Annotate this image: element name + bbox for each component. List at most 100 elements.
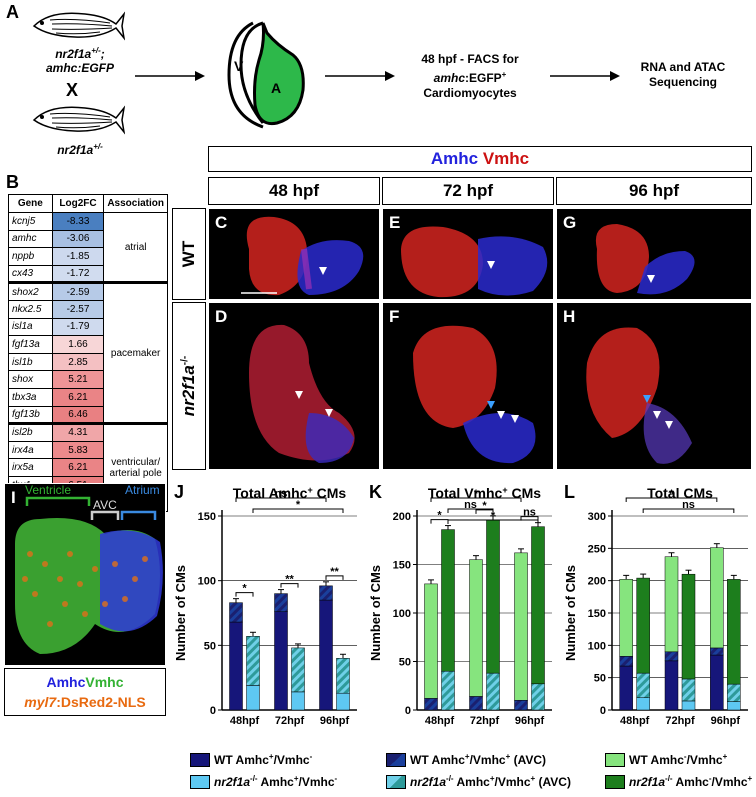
x-tick-label: 72hpf	[470, 715, 500, 727]
significance-label: *	[669, 488, 674, 500]
heart-ventricle-label: V	[234, 58, 244, 74]
gene-name: cx43	[8, 264, 53, 284]
chart-letter: L	[564, 482, 575, 502]
gene-log2fc: 5.21	[51, 370, 105, 389]
legend-label: nr2f1a-/- Amhc+/Vmhc+ (AVC)	[410, 774, 571, 790]
significance-label: *	[491, 510, 496, 522]
significance-bracket	[325, 575, 344, 580]
bar-segment-mut_vmhc_only	[486, 519, 500, 674]
significance-bracket	[447, 519, 539, 524]
bar-segment-mut_avc	[531, 683, 545, 711]
significance-label: *	[296, 499, 301, 511]
y-tick-label: 50	[204, 640, 216, 652]
panel-letter-b: B	[6, 172, 19, 192]
gene-table-container: Gene Log2FC Association kcnj5 -8.33 atrial…	[8, 194, 168, 513]
header-log2fc: Log2FC	[51, 194, 105, 213]
gene-log2fc: -1.72	[51, 264, 105, 284]
stain-header: Amhc Vmhc	[208, 146, 752, 172]
bar-segment-mut_avc	[336, 658, 350, 694]
header-gene: Gene	[8, 194, 53, 213]
significance-bracket	[430, 497, 522, 502]
y-tick-label: 50	[594, 673, 606, 685]
x-tick-label: 96hpf	[320, 715, 350, 727]
micrograph-g: G	[556, 208, 752, 300]
gene-name: shox2	[8, 281, 53, 301]
cross-symbol: X	[66, 80, 79, 100]
significance-label: *	[482, 500, 487, 512]
row-label-wt-box: WT	[172, 208, 206, 300]
significance-label: **	[330, 566, 339, 578]
significance-label: ns	[523, 507, 536, 519]
legend-swatch	[190, 774, 210, 789]
significance-label: *	[242, 583, 247, 595]
micrograph-i: I Ventricle AVC Atrium	[4, 483, 166, 666]
legend-item-mut-amhc-only: nr2f1a-/- Amhc+/Vmhc-	[190, 774, 337, 789]
significance-bracket	[625, 497, 718, 502]
gene-name: irx5a	[8, 458, 53, 477]
bar-segment-wt_amhc_only	[229, 621, 243, 711]
arrow-3-icon	[550, 71, 620, 81]
bar-segment-wt_amhc_only	[274, 611, 288, 711]
y-tick-label: 200	[393, 511, 411, 523]
micrograph-d: D	[208, 302, 380, 470]
y-tick-label: 50	[399, 657, 411, 669]
heart-image-h	[586, 327, 692, 464]
chart-j: J Total Amhc+ CMs Number of CMs 0 50 100 150 48…	[173, 482, 357, 727]
gene-name: isl1a	[8, 317, 53, 337]
significance-bracket	[235, 497, 327, 502]
bar-segment-mut_amhc_only	[727, 701, 741, 711]
gene-log2fc: -1.79	[51, 317, 105, 337]
heart-atrium-label: A	[271, 80, 282, 96]
chart-title: Total Vmhc+ CMs	[428, 485, 541, 501]
bar-segment-mut_avc	[291, 647, 305, 693]
gene-row: tbx3a 6.21	[8, 387, 168, 407]
x-tick-label: 96hpf	[711, 715, 741, 727]
stage-header-48: 48 hpf	[208, 177, 380, 205]
bar-segment-mut_vmhc_only	[441, 529, 455, 672]
significance-label: *	[437, 510, 442, 522]
bar-segment-wt_avc	[469, 696, 483, 711]
significance-bracket	[447, 508, 494, 513]
bar-segment-mut_amhc_only	[336, 692, 350, 711]
gene-name: isl1b	[8, 352, 53, 372]
gene-name: irx4a	[8, 440, 53, 460]
gene-log2fc: -3.06	[51, 229, 105, 249]
x-tick-label: 48hpf	[620, 715, 650, 727]
facs-step-text: 48 hpf - FACS for amhc:EGFP+ Cardiomyocy…	[421, 52, 519, 100]
gene-log2fc: -2.57	[51, 299, 105, 319]
gene-name: nppb	[8, 247, 53, 266]
row-label-mut: nr2f1a-/-	[179, 355, 198, 417]
stage-header-96: 96 hpf	[556, 177, 752, 205]
gene-log2fc: 1.66	[51, 335, 105, 354]
y-axis-label: Number of CMs	[563, 565, 578, 661]
panel-letter-g: G	[563, 213, 577, 232]
bar-segment-mut_amhc_only	[636, 697, 650, 711]
y-tick-label: 150	[588, 608, 606, 620]
fish-top-label: nr2f1a+/-; amhc:EGFP	[45, 46, 114, 75]
bar-segment-wt_avc	[514, 700, 528, 711]
panel-letter-c: C	[215, 213, 228, 232]
gene-row: kcnj5 -8.33 atrial	[8, 211, 168, 284]
heart-image-c	[241, 216, 364, 296]
chart-title: Total CMs	[647, 485, 713, 501]
gene-row: irx4a 5.83	[8, 440, 168, 460]
significance-bracket	[235, 592, 254, 597]
gene-row: isl2b 4.31 ventricular/arterial pole	[8, 422, 168, 513]
gene-log2fc: 4.31	[51, 422, 105, 442]
bar-segment-mut_vmhc_only	[727, 579, 741, 685]
bar-segment-mut_amhc_only	[291, 691, 305, 711]
significance-bracket	[642, 508, 735, 513]
legend-swatch	[386, 752, 406, 767]
bar-segment-mut_avc	[246, 636, 260, 686]
legend-swatch	[605, 774, 625, 789]
significance-label: ns	[275, 488, 288, 500]
legend-swatch	[386, 774, 406, 789]
x-tick-label: 48hpf	[230, 715, 260, 727]
legend-item-wt-avc: WT Amhc+/Vmhc+ (AVC)	[386, 752, 546, 767]
gene-log2fc: 2.85	[51, 352, 105, 372]
significance-label: ns	[464, 499, 477, 511]
chart-letter: J	[174, 482, 184, 502]
y-axis-label: Number of CMs	[173, 565, 188, 661]
y-tick-label: 100	[198, 576, 216, 588]
panel-letter-a: A	[6, 2, 19, 22]
